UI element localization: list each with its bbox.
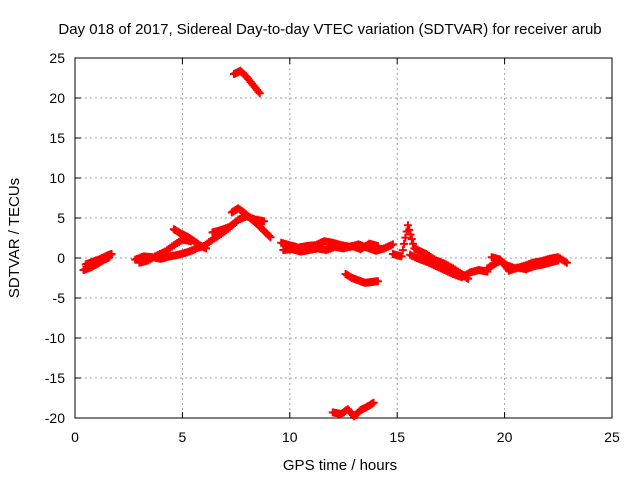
data-point [254, 87, 263, 96]
data-point [373, 277, 382, 286]
data-arc-8 [208, 218, 241, 237]
y-tick-label: 15 [49, 130, 65, 146]
data-arc-13 [328, 398, 378, 421]
data-point [398, 246, 407, 255]
data-point [409, 239, 418, 248]
data-point [232, 218, 241, 226]
data-arc-7 [227, 204, 275, 242]
data-point [388, 240, 397, 249]
data-point [562, 258, 571, 267]
y-tick-label: 0 [57, 250, 65, 266]
data-arc-2 [81, 250, 116, 269]
data-point [373, 242, 382, 250]
y-tick-label: -10 [45, 330, 65, 346]
data-point [406, 230, 415, 239]
x-tick-label: 0 [71, 429, 79, 445]
data-point [405, 225, 414, 234]
y-tick-label: 10 [49, 170, 65, 186]
y-tick-label: 25 [49, 50, 65, 66]
data-arc-9 [229, 66, 264, 98]
data-point [255, 89, 264, 98]
plot-frame [74, 57, 613, 419]
y-axis-label: SDTVAR / TECUs [6, 178, 23, 298]
data-arc-17 [487, 253, 563, 275]
y-tick-labels: -20 -15 -10 -5 0 5 10 15 20 25 [45, 50, 65, 426]
x-tick-label: 25 [604, 429, 620, 445]
x-tick-label: 20 [497, 429, 513, 445]
data-point [400, 239, 409, 248]
x-tick-label: 10 [282, 429, 298, 445]
data-point [397, 252, 406, 261]
data-point [107, 250, 116, 258]
y-tick-label: -5 [53, 290, 66, 306]
x-tick-labels: 0 5 10 15 20 25 [71, 429, 620, 445]
y-tick-label: 20 [49, 90, 65, 106]
data-point [407, 235, 416, 244]
data-arc-12 [341, 270, 382, 287]
data-points [79, 66, 571, 421]
y-tick-label: -15 [45, 370, 65, 386]
chart-title: Day 018 of 2017, Sidereal Day-to-day VTE… [58, 21, 601, 38]
y-tick-label: -20 [45, 410, 65, 426]
data-arc-11 [279, 239, 382, 256]
grid-lines [75, 58, 612, 418]
x-axis-label: GPS time / hours [283, 457, 397, 474]
data-point [266, 233, 275, 242]
x-tick-label: 5 [179, 429, 187, 445]
axis-ticks [74, 57, 613, 419]
data-point [260, 217, 269, 226]
data-point [554, 256, 563, 265]
data-arc-6 [191, 212, 269, 253]
data-point [401, 233, 410, 242]
x-tick-label: 15 [389, 429, 405, 445]
data-point [265, 231, 274, 240]
y-tick-label: 5 [57, 210, 65, 226]
data-point [403, 221, 412, 230]
data-point [369, 398, 378, 407]
